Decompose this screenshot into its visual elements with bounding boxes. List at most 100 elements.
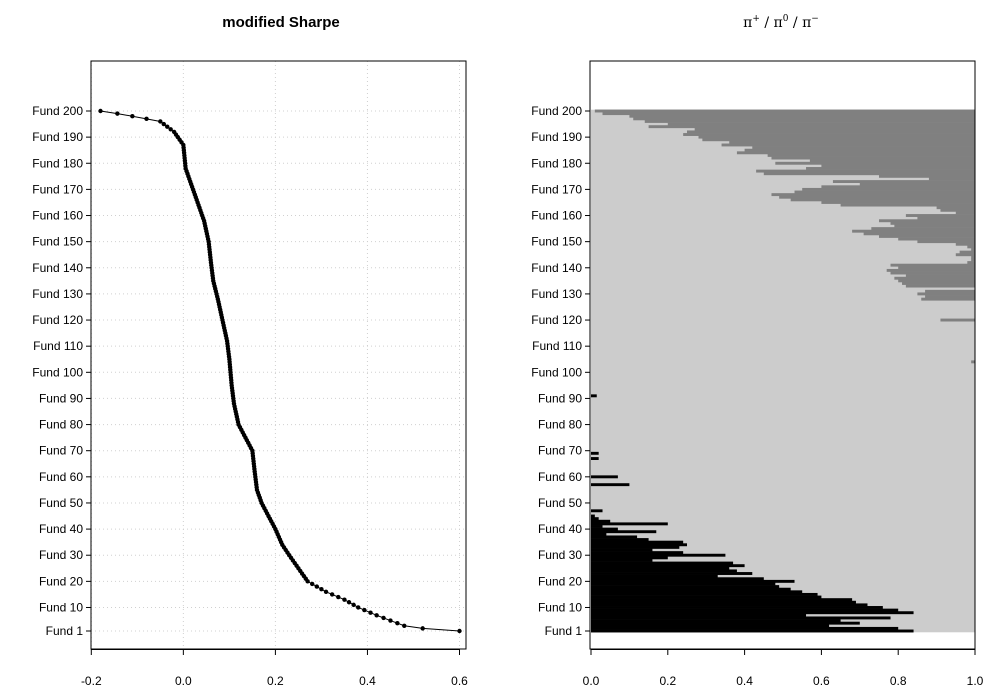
sharpe-y-tick-label: Fund 130 <box>32 287 83 301</box>
pi-plus-bar <box>591 626 899 630</box>
title-pi-plus: π <box>743 15 752 31</box>
pi-plus-bar <box>591 564 745 568</box>
pi-plus-bar <box>591 514 595 518</box>
pi-minus-bar <box>940 208 975 212</box>
pi-plus-bar <box>591 475 618 479</box>
pi-minus-bar <box>859 182 975 186</box>
pi-minus-bar <box>871 227 975 231</box>
pi-minus-bar <box>863 232 975 236</box>
pi-plus-bar <box>591 590 803 594</box>
sharpe-point <box>362 607 367 613</box>
pi-plus-bar <box>591 522 668 526</box>
sharpe-point <box>161 121 166 127</box>
probability-y-tick-label: Fund 110 <box>532 339 582 353</box>
sharpe-y-tick-label: Fund 90 <box>39 391 83 405</box>
pi-plus-bar <box>591 595 822 599</box>
pi-minus-bar <box>898 266 975 270</box>
pi-minus-bar <box>763 172 975 176</box>
probability-y-axis: Fund 1 Fund 10 Fund 20 Fund 30 Fund 40 Fund 5… <box>531 104 590 638</box>
pi-minus-bar <box>852 229 975 233</box>
pi-minus-bar <box>890 221 975 225</box>
sharpe-x-tick-label: 0.4 <box>359 674 376 688</box>
probability-y-tick-label: Fund 70 <box>538 444 582 458</box>
pi-plus-bar <box>591 579 795 583</box>
pi-minus-bar <box>602 112 975 116</box>
sharpe-point <box>329 592 335 597</box>
probability-y-tick-label: Fund 130 <box>531 287 582 301</box>
probability-y-tick-label: Fund 90 <box>538 391 582 405</box>
pi-minus-bar <box>840 203 975 207</box>
pi-minus-bar <box>971 248 975 251</box>
pi-plus-bar <box>591 543 687 547</box>
pi-plus-bar <box>591 582 776 586</box>
pi-plus-bar <box>591 519 611 523</box>
sharpe-title: modified Sharpe <box>222 14 340 31</box>
pi-minus-bar <box>744 148 975 152</box>
sharpe-y-tick-label: Fund 160 <box>32 209 83 223</box>
sharpe-point <box>168 127 173 132</box>
pi-plus-bar <box>591 556 668 560</box>
probability-title: π+ / π0 / π− <box>743 14 819 31</box>
sharpe-point <box>165 124 170 129</box>
pi-minus-bar <box>667 122 975 126</box>
pi-minus-bar <box>955 211 975 215</box>
pi-plus-bar <box>591 566 730 570</box>
probability-x-tick-label: 0.8 <box>890 674 907 688</box>
pi-minus-bar <box>821 164 975 168</box>
pi-minus-bar <box>905 274 975 278</box>
pi-plus-bar <box>591 457 599 460</box>
pi-plus-bar <box>591 535 638 539</box>
sharpe-y-tick-label: Fund 100 <box>32 365 83 379</box>
pi-minus-bar <box>794 190 975 194</box>
sharpe-point <box>115 111 120 116</box>
sharpe-point <box>310 581 315 587</box>
sharpe-point <box>314 584 320 589</box>
pi-minus-bar <box>917 240 975 244</box>
pi-plus-bar <box>591 592 818 596</box>
sharpe-point <box>420 626 425 631</box>
pi-minus-bar <box>898 279 975 283</box>
pi-minus-bar <box>971 258 975 262</box>
sharpe-grid <box>90 61 466 649</box>
pi-plus-bar <box>591 619 841 623</box>
sharpe-y-tick-label: Fund 10 <box>39 600 83 614</box>
pi-plus-bar <box>591 530 657 534</box>
pi-plus-bar <box>591 587 791 591</box>
pi-minus-bar <box>967 261 975 265</box>
pi-plus-bar <box>591 532 607 536</box>
pi-plus-bar <box>591 561 734 565</box>
probability-bars <box>591 109 975 633</box>
pi-minus-bar <box>928 177 975 181</box>
pi-minus-bar <box>698 135 975 139</box>
pi-minus-bar <box>905 214 975 217</box>
sharpe-y-tick-label: Fund 50 <box>39 496 83 510</box>
sharpe-point <box>319 586 324 592</box>
pi-plus-bar <box>591 600 856 604</box>
probability-y-tick-label: Fund 120 <box>531 313 582 327</box>
pi-minus-bar <box>821 185 975 189</box>
sharpe-point <box>381 615 386 621</box>
pi-minus-bar <box>775 161 975 165</box>
sharpe-y-tick-label: Fund 200 <box>32 104 83 118</box>
pi-plus-bar <box>591 553 726 557</box>
pi-minus-bar <box>894 276 975 280</box>
pi-plus-bar <box>591 613 807 617</box>
pi-plus-bar <box>591 608 899 612</box>
pi-plus-bar <box>591 598 853 602</box>
sharpe-point <box>158 119 163 124</box>
probability-x-axis: 0.0 0.2 0.4 0.6 0.8 1.0 <box>583 649 984 688</box>
sharpe-point <box>368 610 373 615</box>
pi-minus-bar <box>879 234 975 238</box>
pi-minus-bar <box>633 117 975 121</box>
sharpe-point <box>171 129 177 135</box>
pi-plus-bar <box>591 483 630 487</box>
pi-plus-bar <box>591 574 718 578</box>
pi-minus-bar <box>959 250 975 254</box>
pi-minus-bar <box>821 201 975 204</box>
pi-plus-bar <box>591 629 914 633</box>
pi-plus-bar <box>591 509 603 513</box>
pi-minus-bar <box>890 263 975 267</box>
sharpe-y-tick-label: Fund 30 <box>39 548 83 562</box>
